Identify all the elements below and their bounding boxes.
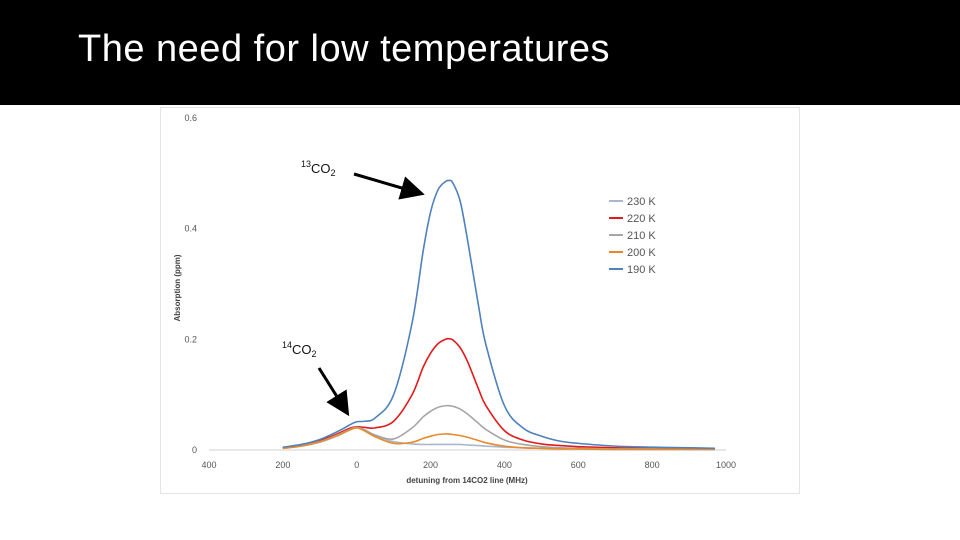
svg-text:13CO2: 13CO2 <box>301 159 336 178</box>
chart-panel: 0 0.2 0.4 0.6 400 200 0 200 400 600 800 1000 detun… <box>160 107 800 494</box>
legend-label: 220 K <box>627 213 656 225</box>
annotation-13co2-base: CO <box>311 161 331 176</box>
legend-label: 210 K <box>627 230 656 242</box>
absorption-chart: 0 0.2 0.4 0.6 400 200 0 200 400 600 800 1000 detun… <box>173 113 736 485</box>
y-tick-label: 0.6 <box>184 113 197 123</box>
slide-title: The need for low temperatures <box>78 28 610 70</box>
annotation-14co2-sub: 2 <box>312 349 317 359</box>
annotation-13co2-sup: 13 <box>301 159 311 169</box>
legend-label: 200 K <box>627 247 656 259</box>
series-line-200k <box>282 427 715 451</box>
series-line-190k <box>282 179 715 450</box>
y-axis-ticks: 0 0.2 0.4 0.6 <box>184 113 197 455</box>
x-axis-ticks: 400 200 0 200 400 600 800 1000 <box>201 460 736 470</box>
annotation-14co2: 14CO2 <box>282 340 350 417</box>
x-tick-label: 400 <box>201 460 216 470</box>
legend: 230 K 220 K 210 K 200 K 190 K <box>609 196 656 276</box>
x-tick-label: 0 <box>354 460 359 470</box>
legend-label: 230 K <box>627 196 656 208</box>
annotation-13co2-sub: 2 <box>331 168 336 178</box>
series-lines <box>282 179 715 451</box>
y-axis-label: Absorption (ppm) <box>173 254 182 321</box>
x-tick-label: 800 <box>645 460 660 470</box>
series-line-210k <box>282 404 715 451</box>
y-tick-label: 0.4 <box>184 224 197 234</box>
arrow-14co2 <box>317 367 350 417</box>
y-tick-label: 0 <box>192 445 197 455</box>
x-tick-label: 1000 <box>716 460 736 470</box>
title-bar: The need for low temperatures <box>0 0 960 105</box>
y-tick-label: 0.2 <box>184 334 197 344</box>
annotation-14co2-base: CO <box>292 342 312 357</box>
legend-label: 190 K <box>627 264 656 276</box>
x-tick-label: 200 <box>423 460 438 470</box>
annotation-13co2: 13CO2 <box>301 159 425 200</box>
arrow-13co2 <box>353 172 425 200</box>
svg-text:14CO2: 14CO2 <box>282 340 317 359</box>
x-axis-label: detuning from 14CO2 line (MHz) <box>406 476 528 485</box>
x-tick-label: 600 <box>571 460 586 470</box>
series-line-220k <box>282 337 715 450</box>
annotation-14co2-sup: 14 <box>282 340 292 350</box>
x-tick-label: 200 <box>275 460 290 470</box>
x-tick-label: 400 <box>497 460 512 470</box>
